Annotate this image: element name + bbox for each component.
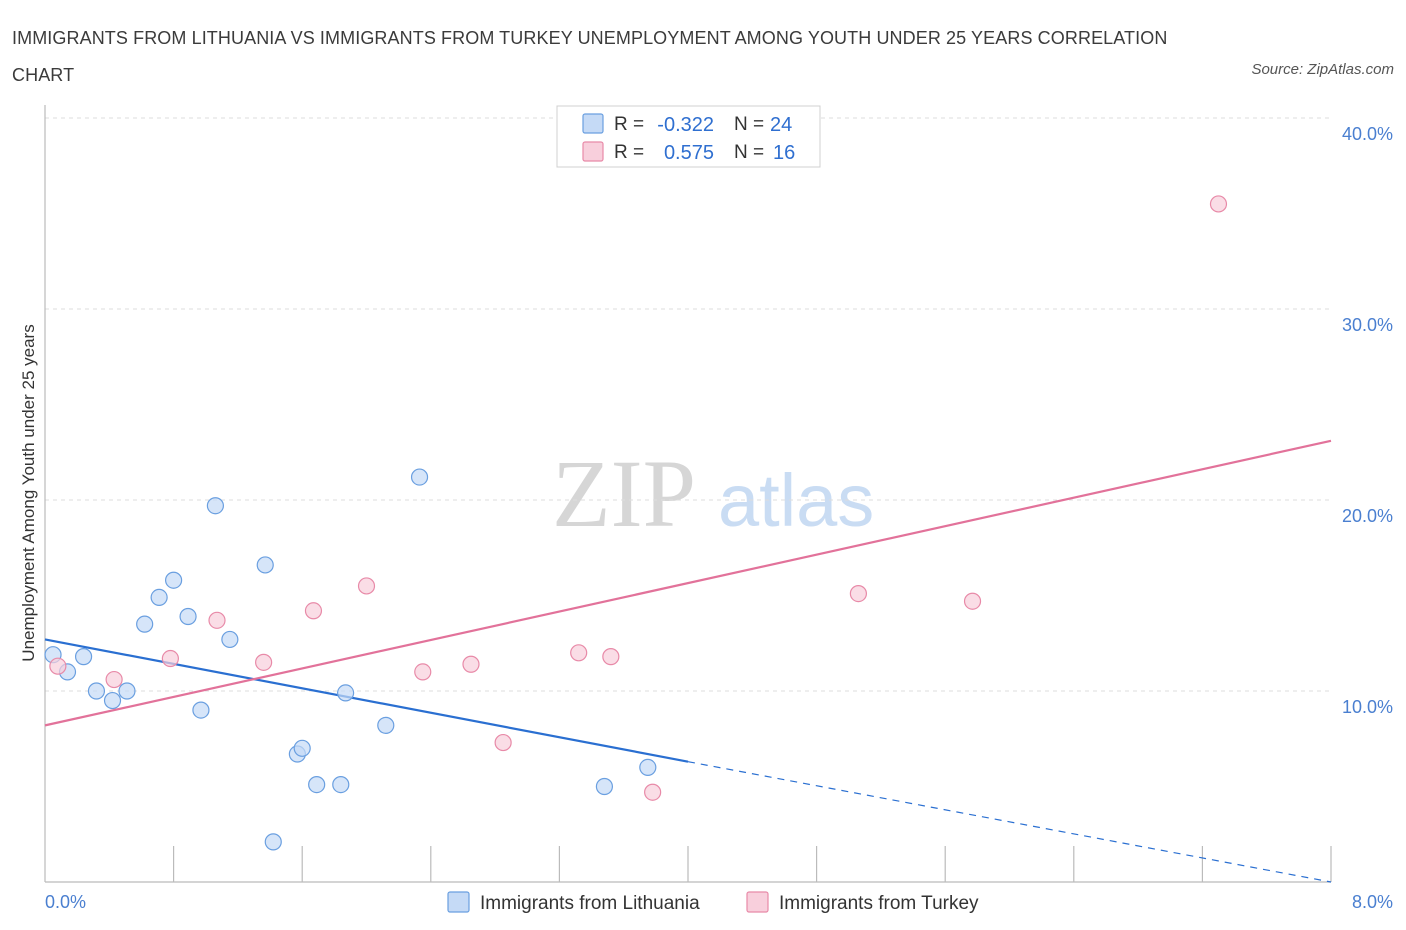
point-series-0-7	[150, 588, 168, 607]
point-series-1-6	[357, 577, 376, 595]
point-series-0-22	[595, 777, 614, 796]
series-legend: Immigrants from Lithuania Immigrants fro…	[447, 891, 979, 914]
point-series-1-1	[105, 670, 123, 689]
point-series-0-5	[118, 682, 136, 700]
point-series-0-11	[206, 497, 224, 515]
trend-line-extension-series-0	[687, 761, 1332, 883]
chart-title: IMMIGRANTS FROM LITHUANIA VS IMMIGRANTS …	[12, 28, 1168, 85]
chart-source: Source: ZipAtlas.com	[1251, 61, 1394, 78]
trend-line-series-1	[44, 439, 1332, 727]
point-series-1-5	[304, 602, 323, 620]
point-series-0-6	[136, 615, 154, 633]
point-series-1-9	[494, 733, 512, 752]
x-tick-label-max: 8.0%	[1352, 892, 1393, 912]
series-legend-label-lithuania: Immigrants from Lithuania	[480, 893, 700, 914]
legend-r-label-lithuania: R =	[614, 114, 644, 135]
point-series-1-11	[602, 648, 620, 666]
point-series-1-4	[255, 653, 273, 671]
point-series-0-18	[332, 775, 350, 794]
point-series-0-17	[308, 775, 326, 794]
legend-n-label-turkey: N =	[734, 142, 764, 163]
point-series-1-10	[570, 644, 588, 662]
series-legend-swatch-turkey	[746, 891, 769, 913]
legend-n-label-lithuania: N =	[734, 114, 764, 135]
legend-swatch-lithuania	[582, 113, 604, 134]
point-series-0-13	[256, 556, 274, 574]
legend-r-label-turkey: R =	[614, 142, 644, 163]
x-ticks	[173, 846, 1332, 882]
trend-line-series-0	[44, 638, 689, 763]
point-series-0-9	[179, 607, 197, 626]
point-series-1-14	[963, 592, 982, 610]
correlation-legend: R = -0.322 N = 24 R = 0.575 N = 16	[556, 105, 821, 168]
series-legend-label-turkey: Immigrants from Turkey	[779, 893, 979, 914]
point-series-0-8	[165, 571, 183, 589]
point-series-1-12	[644, 783, 662, 801]
y-axis-title: Unemployment Among Youth under 25 years	[19, 324, 38, 661]
point-series-1-13	[849, 584, 867, 603]
grid-lines	[45, 117, 1331, 692]
watermark-zip: ZIP	[552, 440, 696, 547]
point-series-0-20	[377, 716, 395, 734]
legend-n-value-turkey: 16	[773, 142, 795, 164]
point-series-1-7	[414, 663, 432, 681]
y-tick-label-10: 10.0%	[1342, 697, 1393, 717]
point-series-0-12	[221, 630, 239, 649]
watermark: ZIP atlas	[552, 440, 874, 547]
point-series-1-8	[462, 655, 480, 673]
data-points	[44, 195, 1228, 851]
x-tick-label-min: 0.0%	[45, 892, 86, 912]
point-series-1-0	[49, 657, 67, 675]
y-tick-label-20: 20.0%	[1342, 506, 1393, 526]
point-series-1-15	[1209, 195, 1228, 213]
point-series-1-3	[208, 611, 226, 629]
series-legend-swatch-lithuania	[447, 891, 470, 913]
point-series-0-19	[337, 684, 355, 702]
point-series-0-3	[87, 682, 106, 700]
point-series-0-10	[192, 701, 210, 719]
y-tick-labels: 10.0% 20.0% 30.0% 40.0%	[1342, 124, 1393, 717]
point-series-0-16	[293, 739, 311, 757]
point-series-0-4	[103, 691, 122, 710]
legend-n-value-lithuania: 24	[770, 114, 792, 136]
trend-lines	[44, 439, 1332, 883]
point-series-0-23	[639, 758, 657, 777]
point-series-0-21	[410, 468, 429, 486]
legend-r-value-lithuania: -0.322	[657, 114, 714, 136]
point-series-0-14	[264, 833, 282, 851]
legend-swatch-turkey	[582, 141, 604, 162]
point-series-0-2	[74, 648, 93, 666]
y-tick-label-40: 40.0%	[1342, 124, 1393, 144]
point-series-1-2	[161, 649, 179, 668]
y-tick-label-30: 30.0%	[1342, 315, 1393, 335]
legend-r-value-turkey: 0.575	[664, 142, 714, 164]
